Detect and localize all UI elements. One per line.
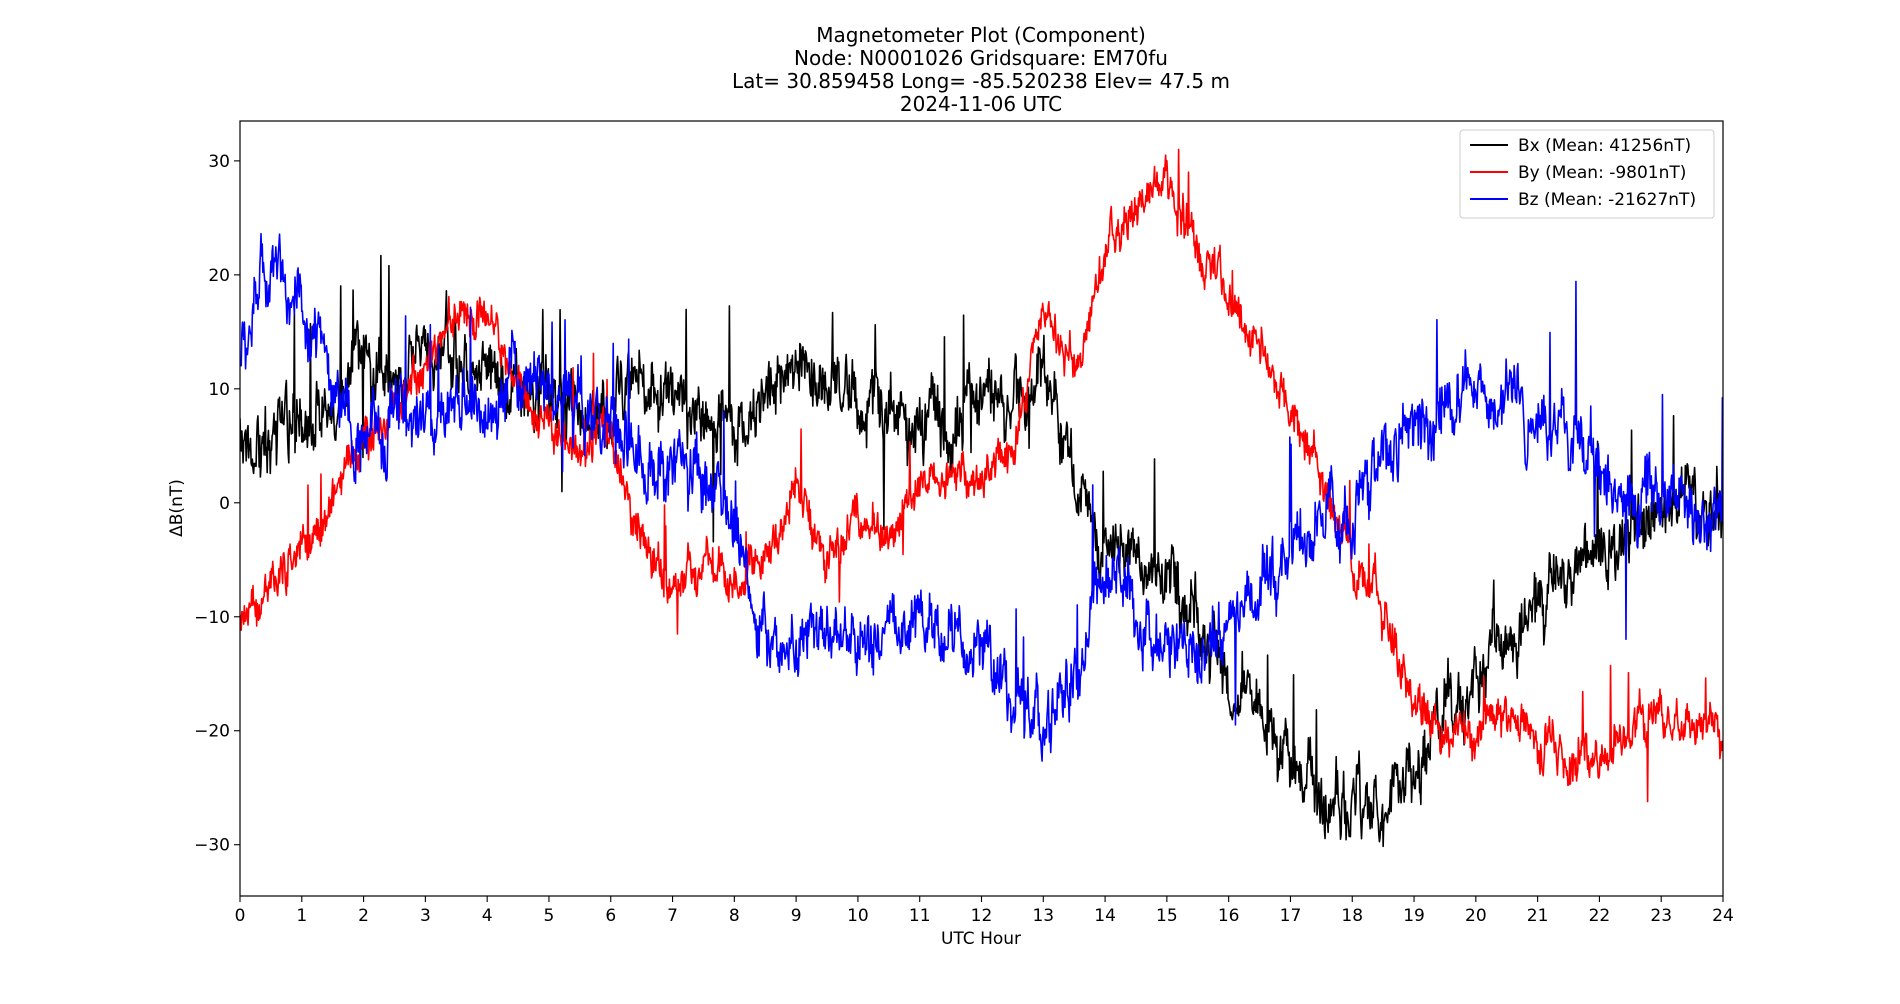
x-tick-label: 14 [1094, 906, 1116, 926]
title-line-4: 2024-11-06 UTC [900, 92, 1062, 116]
x-tick-label: 22 [1589, 906, 1611, 926]
y-tick-label: −10 [194, 608, 230, 628]
x-tick-label: 5 [544, 906, 555, 926]
y-tick-label: 20 [208, 266, 230, 286]
x-tick-label: 7 [667, 906, 678, 926]
legend-entry-bx: Bx (Mean: 41256nT) [1470, 136, 1691, 156]
x-tick-label: 8 [729, 906, 740, 926]
chart-title: Magnetometer Plot (Component) Node: N000… [732, 23, 1230, 116]
series-bx [240, 254, 1723, 848]
title-line-2: Node: N0001026 Gridsquare: EM70fu [794, 46, 1168, 70]
series-layer [240, 148, 1723, 848]
y-tick-label: −20 [194, 722, 230, 742]
x-tick-label: 17 [1280, 906, 1302, 926]
x-tick-label: 11 [909, 906, 931, 926]
x-tick-label: 1 [296, 906, 307, 926]
y-axis: −30 −20 −10 0 10 20 30 [194, 152, 240, 856]
x-tick-label: 20 [1465, 906, 1487, 926]
legend: Bx (Mean: 41256nT) By (Mean: -9801nT) Bz… [1459, 129, 1715, 219]
x-axis-label: UTC Hour [941, 929, 1021, 949]
y-tick-label: 30 [208, 152, 230, 172]
y-tick-label: 0 [219, 494, 230, 514]
y-tick-label: 10 [208, 380, 230, 400]
x-tick-label: 15 [1156, 906, 1178, 926]
x-tick-label: 21 [1527, 906, 1549, 926]
x-axis: 0 1 2 3 4 5 6 7 8 9 10 11 12 13 14 15 16 17 18 19 20 21 22 23 24 [235, 896, 1734, 926]
series-by [240, 148, 1723, 803]
y-tick-label: −30 [194, 836, 230, 856]
title-line-1: Magnetometer Plot (Component) [816, 23, 1146, 47]
x-tick-label: 3 [420, 906, 431, 926]
title-line-3: Lat= 30.859458 Long= -85.520238 Elev= 47… [732, 69, 1230, 93]
x-tick-label: 0 [235, 906, 246, 926]
x-tick-label: 18 [1341, 906, 1363, 926]
legend-label-by: By (Mean: -9801nT) [1518, 163, 1686, 183]
legend-entry-bz: Bz (Mean: -21627nT) [1470, 190, 1696, 210]
x-tick-label: 6 [605, 906, 616, 926]
x-tick-label: 2 [358, 906, 369, 926]
legend-entry-by: By (Mean: -9801nT) [1470, 163, 1686, 183]
series-bz [240, 232, 1723, 762]
y-axis-label: ΔB(nT) [167, 479, 187, 537]
x-tick-label: 23 [1650, 906, 1672, 926]
legend-box [1459, 129, 1715, 219]
legend-label-bz: Bz (Mean: -21627nT) [1518, 190, 1696, 210]
x-tick-label: 13 [1032, 906, 1054, 926]
x-tick-label: 19 [1403, 906, 1425, 926]
x-tick-label: 24 [1712, 906, 1734, 926]
x-tick-label: 16 [1218, 906, 1240, 926]
x-tick-label: 10 [847, 906, 869, 926]
x-tick-label: 9 [791, 906, 802, 926]
x-tick-label: 4 [482, 906, 493, 926]
legend-label-bx: Bx (Mean: 41256nT) [1518, 136, 1691, 156]
x-tick-label: 12 [971, 906, 993, 926]
